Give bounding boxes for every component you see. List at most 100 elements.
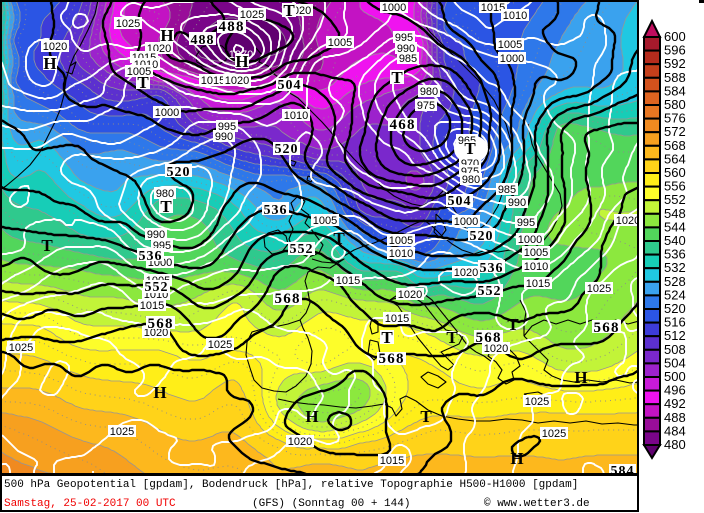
svg-text:1000: 1000 [155,107,179,119]
svg-text:H: H [160,26,173,45]
svg-text:1005: 1005 [498,39,522,51]
svg-text:504: 504 [278,78,301,93]
svg-text:500 hPa Geopotential [gpdam],: 500 hPa Geopotential [gpdam], Bodendruck… [4,479,578,491]
svg-text:995: 995 [517,217,535,229]
svg-text:H: H [305,407,318,426]
svg-text:568: 568 [379,351,404,367]
svg-text:568: 568 [476,330,501,346]
svg-text:576: 576 [664,111,686,126]
svg-text:468: 468 [390,117,415,133]
svg-text:1025: 1025 [525,396,549,408]
svg-text:T: T [137,73,149,92]
svg-text:552: 552 [478,284,501,299]
svg-text:1020: 1020 [43,41,67,53]
svg-text:T: T [420,407,432,426]
svg-text:(GFS) (Sonntag 00 + 144): (GFS) (Sonntag 00 + 144) [252,498,410,510]
svg-text:1000: 1000 [454,216,478,228]
svg-text:H: H [574,368,587,387]
svg-text:H: H [153,383,166,402]
svg-text:520: 520 [167,165,190,180]
svg-text:980: 980 [420,86,438,98]
svg-text:600: 600 [664,29,686,44]
svg-text:568: 568 [664,138,686,153]
svg-text:516: 516 [664,315,686,330]
svg-text:1020: 1020 [225,75,249,87]
svg-text:985: 985 [399,53,417,65]
svg-text:T: T [391,68,403,87]
svg-text:980: 980 [462,174,480,186]
svg-text:528: 528 [664,274,686,289]
svg-text:536: 536 [664,247,686,262]
svg-text:540: 540 [664,233,686,248]
svg-text:480: 480 [664,437,686,452]
svg-text:1020: 1020 [288,436,312,448]
svg-text:Samstag, 25-02-2017 00 UTC: Samstag, 25-02-2017 00 UTC [4,498,176,510]
svg-text:536: 536 [480,261,503,276]
svg-text:1025: 1025 [116,18,140,30]
svg-text:580: 580 [664,97,686,112]
svg-text:520: 520 [470,229,493,244]
svg-text:1015: 1015 [336,275,360,287]
svg-text:1020: 1020 [144,327,168,339]
svg-text:488: 488 [191,33,214,48]
svg-text:524: 524 [664,287,686,302]
svg-text:1025: 1025 [208,339,232,351]
svg-text:584: 584 [611,464,634,479]
svg-text:492: 492 [664,396,686,411]
svg-text:1015: 1015 [385,313,409,325]
svg-text:1005: 1005 [389,235,413,247]
svg-text:1010: 1010 [284,110,308,122]
svg-text:572: 572 [664,124,686,139]
svg-text:1015: 1015 [380,455,404,467]
svg-text:520: 520 [275,142,298,157]
svg-text:H: H [510,449,523,468]
svg-text:488: 488 [664,410,686,425]
svg-text:532: 532 [664,260,686,275]
svg-text:1015: 1015 [201,75,225,87]
svg-text:500: 500 [664,369,686,384]
svg-text:H: H [235,52,248,71]
svg-text:564: 564 [664,151,686,166]
svg-text:512: 512 [664,328,686,343]
svg-text:1005: 1005 [313,215,337,227]
svg-text:592: 592 [664,56,686,71]
svg-text:990: 990 [508,197,526,209]
svg-text:1025: 1025 [110,426,134,438]
svg-text:568: 568 [148,316,173,332]
svg-text:488: 488 [219,19,244,35]
svg-text:T: T [507,315,519,334]
svg-text:584: 584 [664,83,686,98]
svg-text:980: 980 [156,188,174,200]
svg-text:536: 536 [139,249,162,264]
svg-text:990: 990 [147,229,165,241]
svg-text:T: T [464,139,476,158]
svg-text:1020: 1020 [616,215,640,227]
svg-text:1000: 1000 [518,234,542,246]
svg-text:1020: 1020 [484,343,508,355]
svg-text:1020: 1020 [454,267,478,279]
svg-text:1010: 1010 [524,261,548,273]
svg-text:544: 544 [664,219,686,234]
svg-text:1005: 1005 [328,37,352,49]
svg-text:508: 508 [664,342,686,357]
svg-text:568: 568 [275,291,300,307]
svg-text:552: 552 [290,242,313,257]
svg-text:560: 560 [664,165,686,180]
svg-text:1010: 1010 [389,248,413,260]
svg-text:484: 484 [664,423,686,438]
svg-text:T: T [381,328,393,347]
svg-text:T: T [283,1,295,20]
svg-text:© www.wetter3.de: © www.wetter3.de [484,498,590,510]
svg-text:T: T [446,328,458,347]
svg-text:496: 496 [664,383,686,398]
svg-text:1025: 1025 [240,9,264,21]
svg-text:520: 520 [664,301,686,316]
svg-text:975: 975 [417,100,435,112]
svg-text:1020: 1020 [398,289,422,301]
svg-text:536: 536 [264,203,287,218]
svg-text:1015: 1015 [140,300,164,312]
svg-text:504: 504 [664,355,686,370]
svg-text:T: T [160,197,172,216]
svg-text:1015: 1015 [481,2,505,14]
svg-text:T: T [333,229,345,248]
